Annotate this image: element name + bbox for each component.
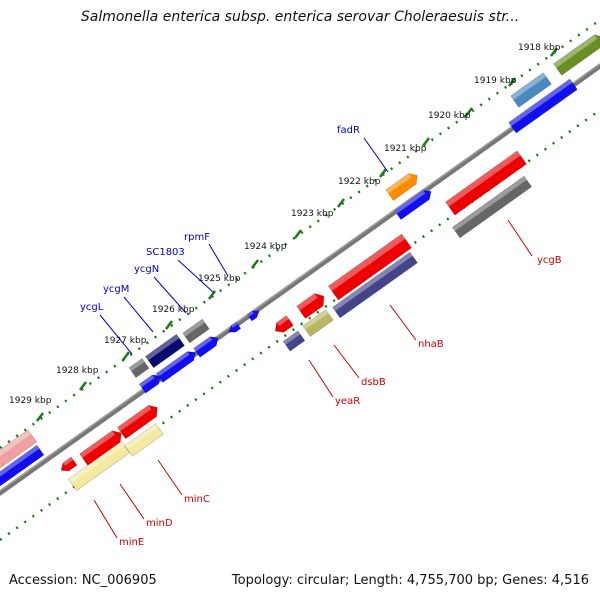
tick-mark — [465, 107, 473, 117]
tick-mark — [122, 351, 130, 361]
gene-feature[interactable] — [145, 333, 185, 369]
gene-feature[interactable] — [327, 233, 413, 301]
gene-feature[interactable] — [79, 430, 122, 466]
gene-feature[interactable] — [385, 173, 418, 201]
tick-label: 1928 kbp — [56, 366, 99, 376]
gene-feature[interactable] — [68, 441, 130, 491]
topology-summary: Topology: circular; Length: 4,755,700 bp… — [231, 573, 589, 588]
tick-label: 1922 kbp — [338, 177, 381, 187]
label-leader-line — [153, 276, 187, 314]
label-leader-line — [363, 137, 389, 173]
tick-mark — [251, 259, 259, 269]
gene-label-mine[interactable]: minE — [119, 537, 144, 548]
gene-feature[interactable] — [193, 336, 219, 358]
tick-mark — [337, 198, 345, 208]
tick-label: 1927 kbp — [104, 336, 147, 346]
gene-label-nhab[interactable]: nhaB — [418, 339, 444, 350]
tick-mark — [508, 77, 516, 87]
tick-label: 1919 kbp — [474, 76, 517, 86]
gene-label-rpmf[interactable]: rpmF — [184, 232, 210, 243]
gene-feature[interactable] — [0, 444, 45, 487]
gene-label-year[interactable]: yeaR — [335, 396, 360, 407]
tick-mark — [79, 381, 87, 391]
gene-label-fadr[interactable]: fadR — [337, 125, 360, 136]
gene-feature[interactable] — [228, 321, 242, 333]
gene-label-ycgn[interactable]: ycgN — [134, 264, 159, 275]
label-leader-line — [99, 314, 133, 355]
gene-feature[interactable] — [451, 175, 533, 239]
gene-feature[interactable] — [124, 423, 164, 457]
tick-label: 1920 kbp — [428, 111, 471, 121]
tick-label: 1925 kbp — [198, 274, 241, 284]
gene-feature[interactable] — [138, 374, 161, 394]
gene-feature[interactable] — [60, 456, 78, 472]
gene-label-ycgb[interactable]: ycgB — [537, 255, 562, 266]
gene-feature[interactable] — [182, 318, 210, 344]
tick-mark — [294, 229, 302, 239]
gene-feature[interactable] — [274, 315, 294, 333]
label-leader-line — [157, 459, 183, 496]
tick-mark — [550, 47, 558, 57]
label-leader-line — [389, 304, 417, 341]
gene-feature[interactable] — [508, 78, 578, 134]
gene-feature[interactable] — [332, 251, 418, 319]
tick-label: 1924 kbp — [244, 242, 287, 252]
label-leader-line — [333, 344, 360, 379]
gene-feature[interactable] — [394, 190, 432, 221]
gene-feature[interactable] — [282, 330, 306, 352]
tick-mark — [422, 137, 430, 147]
gene-feature[interactable] — [553, 34, 600, 76]
gene-feature[interactable] — [302, 309, 334, 337]
gene-feature[interactable] — [155, 351, 196, 383]
gene-label-ycgm[interactable]: ycgM — [103, 284, 129, 295]
label-leader-line — [308, 359, 334, 398]
tick-label: 1923 kbp — [291, 209, 334, 219]
gene-label-dsbb[interactable]: dsbB — [361, 377, 386, 388]
gene-feature[interactable] — [510, 72, 552, 108]
label-leader-line — [208, 243, 229, 277]
label-leader-line — [123, 296, 154, 333]
gene-label-minc[interactable]: minC — [184, 494, 210, 505]
genome-backbone — [0, 63, 600, 496]
tick-mark — [379, 168, 387, 178]
tick-label: 1918 kbp — [518, 43, 561, 53]
gene-feature[interactable] — [296, 293, 325, 319]
gene-label-sc1803[interactable]: SC1803 — [146, 247, 185, 258]
tick-mark — [165, 320, 173, 330]
gene-feature[interactable] — [128, 358, 150, 378]
gene-feature[interactable] — [445, 150, 527, 216]
label-leader-line — [177, 259, 215, 294]
tick-label: 1921 kbp — [384, 144, 427, 154]
tick-mark — [208, 290, 216, 300]
map-title: Salmonella enterica subsp. enterica sero… — [80, 9, 520, 25]
tick-label: 1929 kbp — [9, 396, 52, 406]
gene-feature[interactable] — [246, 310, 260, 322]
label-leader-line — [119, 483, 145, 520]
gene-feature[interactable] — [117, 404, 158, 440]
accession-text: Accession: NC_006905 — [9, 573, 157, 588]
genome-backbone-highlight — [0, 63, 600, 492]
tick-mark — [36, 412, 44, 422]
label-leader-line — [507, 219, 533, 257]
tick-label: 1926 kbp — [152, 305, 195, 315]
gene-feature[interactable] — [0, 429, 38, 469]
gene-label-ycgl[interactable]: ycgL — [80, 302, 104, 313]
label-leader-line — [93, 499, 118, 539]
gene-label-mind[interactable]: minD — [146, 518, 173, 529]
